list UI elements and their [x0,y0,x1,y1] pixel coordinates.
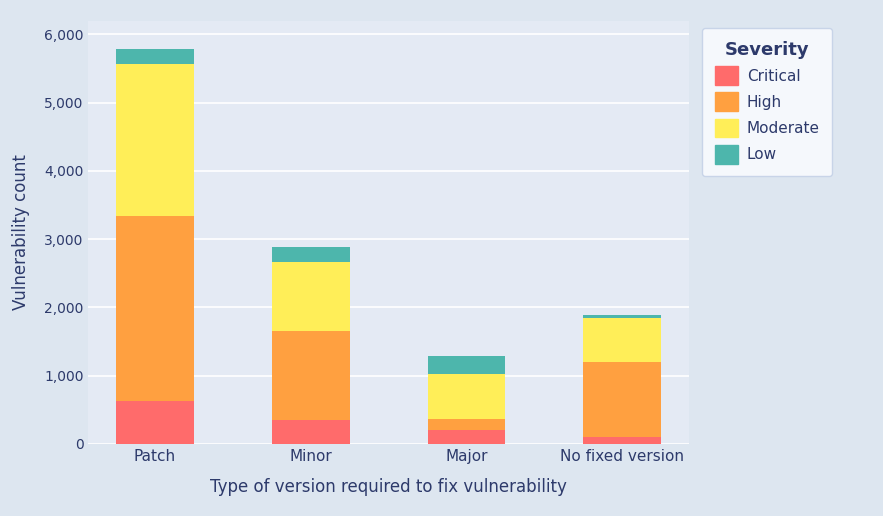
Bar [584,437,661,444]
Bar [584,362,661,437]
Bar [272,262,350,331]
Bar [116,216,193,401]
Bar [427,418,505,430]
Bar [272,247,350,262]
Bar [427,374,505,418]
Bar [584,317,661,362]
Bar [116,401,193,444]
Y-axis label: Vulnerability count: Vulnerability count [12,154,30,310]
Bar [272,331,350,420]
Bar [584,315,661,317]
Bar [427,430,505,444]
Bar [116,49,193,63]
X-axis label: Type of version required to fix vulnerability: Type of version required to fix vulnerab… [210,477,567,495]
Legend: Critical, High, Moderate, Low: Critical, High, Moderate, Low [702,28,832,176]
Bar [272,420,350,444]
Bar [427,356,505,374]
Bar [116,63,193,216]
